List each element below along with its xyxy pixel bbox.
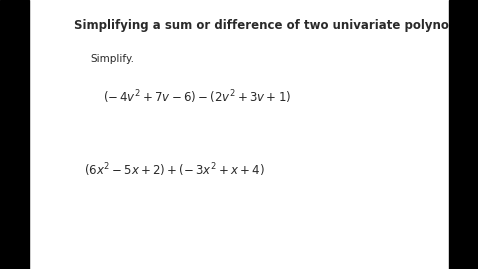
Bar	[449, 0, 478, 269]
Text: $(-\,4v^2 + 7v - 6) - (2v^2 + 3v + 1)$: $(-\,4v^2 + 7v - 6) - (2v^2 + 3v + 1)$	[103, 89, 291, 106]
Bar	[0, 0, 29, 269]
Text: $(6x^2 - 5x + 2) + (-\,3x^2 + x + 4)$: $(6x^2 - 5x + 2) + (-\,3x^2 + x + 4)$	[84, 161, 264, 179]
Text: Simplifying a sum or difference of two univariate polynomials: Simplifying a sum or difference of two u…	[74, 19, 478, 32]
Text: Simplify.: Simplify.	[91, 54, 135, 64]
